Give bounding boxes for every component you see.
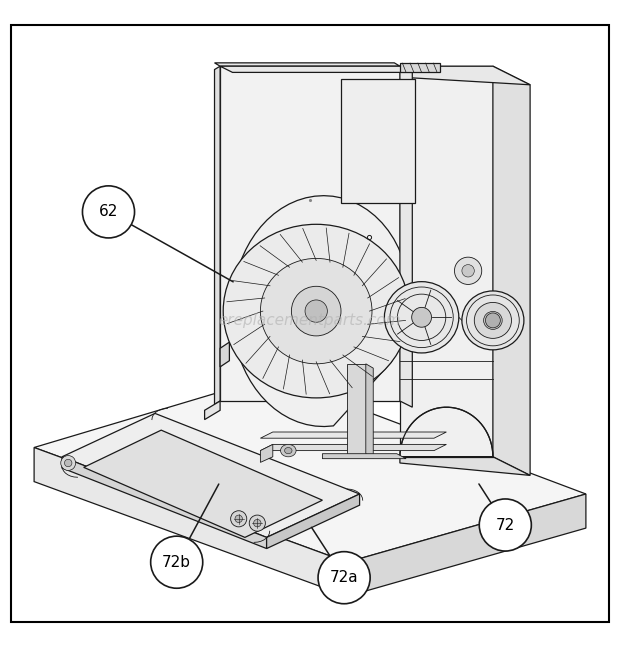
Polygon shape <box>215 63 400 66</box>
Polygon shape <box>34 448 347 597</box>
Text: 72a: 72a <box>330 570 358 585</box>
Polygon shape <box>232 195 409 426</box>
Ellipse shape <box>484 311 502 329</box>
Text: ereplacementparts.com: ereplacementparts.com <box>219 313 401 328</box>
Polygon shape <box>400 66 412 407</box>
Polygon shape <box>34 376 586 562</box>
Polygon shape <box>220 66 412 72</box>
Circle shape <box>412 307 432 327</box>
Polygon shape <box>220 66 400 401</box>
Polygon shape <box>347 364 366 454</box>
Polygon shape <box>260 432 446 438</box>
Polygon shape <box>260 444 446 450</box>
Polygon shape <box>400 407 493 457</box>
Polygon shape <box>220 342 229 367</box>
Circle shape <box>305 300 327 322</box>
Polygon shape <box>205 401 220 420</box>
Polygon shape <box>366 364 373 458</box>
Polygon shape <box>493 66 530 476</box>
Text: 62: 62 <box>99 204 118 219</box>
Circle shape <box>61 455 76 470</box>
Circle shape <box>291 287 341 336</box>
Circle shape <box>485 313 500 328</box>
Polygon shape <box>322 454 406 459</box>
Circle shape <box>249 515 265 531</box>
Polygon shape <box>400 66 530 85</box>
Polygon shape <box>62 413 360 538</box>
Circle shape <box>479 499 531 551</box>
Text: 72b: 72b <box>162 554 191 570</box>
Circle shape <box>231 510 247 527</box>
Polygon shape <box>400 457 530 476</box>
Circle shape <box>82 186 135 238</box>
Polygon shape <box>347 494 586 597</box>
Circle shape <box>151 536 203 588</box>
Ellipse shape <box>474 302 512 338</box>
Polygon shape <box>400 63 440 72</box>
Polygon shape <box>267 494 360 549</box>
Text: 72: 72 <box>495 518 515 532</box>
Circle shape <box>235 515 242 523</box>
Polygon shape <box>62 457 267 549</box>
Polygon shape <box>84 430 322 538</box>
Ellipse shape <box>260 258 372 364</box>
Circle shape <box>254 520 261 527</box>
Circle shape <box>462 265 474 277</box>
Ellipse shape <box>285 448 292 454</box>
Polygon shape <box>215 66 220 404</box>
Ellipse shape <box>462 291 524 350</box>
Polygon shape <box>341 78 415 203</box>
Polygon shape <box>400 66 493 457</box>
Circle shape <box>64 459 72 466</box>
Ellipse shape <box>223 225 409 398</box>
Circle shape <box>318 552 370 604</box>
Polygon shape <box>260 444 273 463</box>
Ellipse shape <box>384 281 459 353</box>
Ellipse shape <box>280 444 296 457</box>
Circle shape <box>454 257 482 285</box>
